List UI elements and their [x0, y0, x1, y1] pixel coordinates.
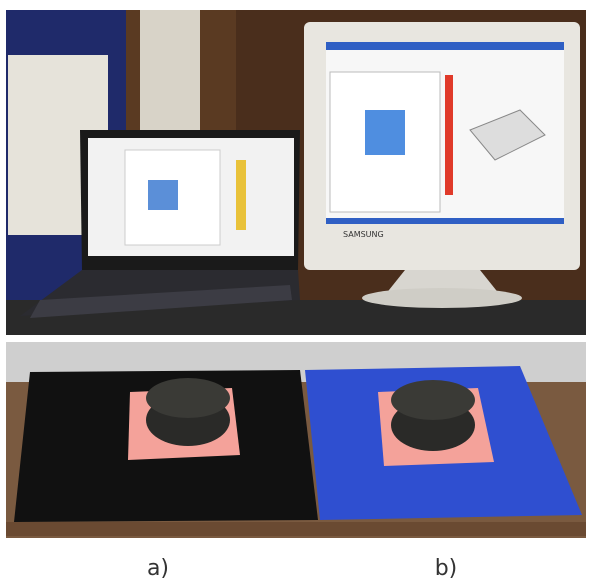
- figure: SAMSUNG a) b): [0, 0, 593, 584]
- top-photo: SAMSUNG: [6, 10, 586, 335]
- panel-label: b): [435, 556, 458, 581]
- monitor-brand: SAMSUNG: [343, 230, 384, 239]
- panel-label: a): [147, 556, 169, 581]
- bottom-photo: [6, 342, 586, 538]
